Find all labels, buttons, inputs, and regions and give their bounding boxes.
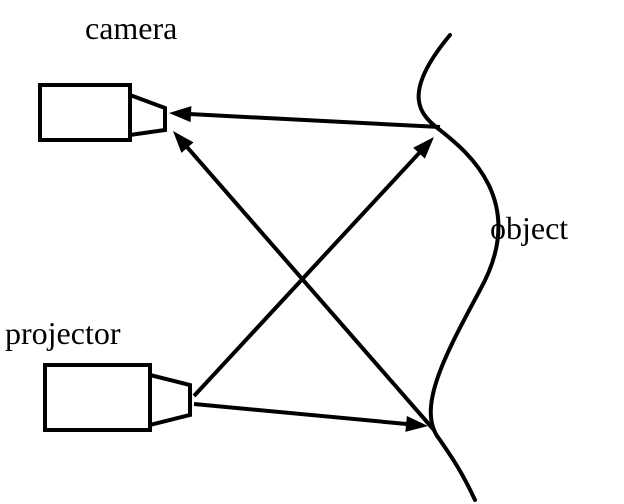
object-label: object: [490, 210, 568, 247]
projector-label: projector: [5, 315, 121, 352]
camera-label: camera: [85, 10, 177, 47]
diagram-canvas: [0, 0, 624, 504]
